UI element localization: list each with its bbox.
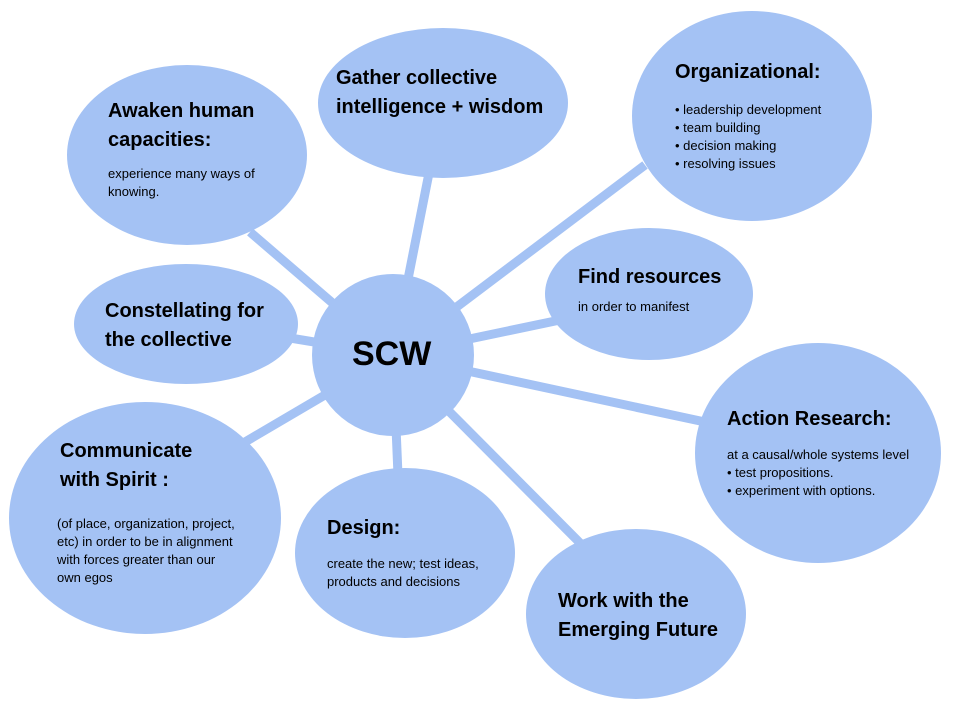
node-design-desc-line: products and decisions — [327, 574, 460, 589]
node-organizational-desc-line: • leadership development — [675, 102, 822, 117]
node-communicate-desc-line: etc) in order to be in alignment — [57, 534, 233, 549]
node-awaken-desc: experience many ways of knowing. — [108, 165, 255, 201]
node-communicate-title-line: with Spirit : — [60, 469, 169, 491]
node-constellating-title-line: Constellating for — [105, 300, 264, 322]
bubble-center — [312, 274, 474, 436]
node-find-resources-desc: in order to manifest — [578, 298, 721, 316]
node-emerging-future-title-line: Work with the — [558, 590, 689, 612]
node-action-research-desc-line: • experiment with options. — [727, 483, 876, 498]
node-awaken-desc-line: experience many ways of — [108, 166, 255, 181]
bubble-awaken — [67, 65, 307, 245]
node-communicate-title-line: Communicate — [60, 440, 193, 462]
node-find-resources-title-line: Find resources — [578, 266, 722, 288]
node-action-research-title: Action Research: — [727, 405, 909, 434]
node-gather-title: Gather collective intelligence + wisdom — [336, 64, 543, 122]
node-action-research-desc-line: • test propositions. — [727, 465, 834, 480]
node-constellating-title: Constellating for the collective — [105, 297, 264, 355]
node-awaken-title-line: capacities: — [108, 129, 212, 151]
bubble-organizational — [632, 11, 872, 221]
node-awaken: Awaken human capacities: experience many… — [108, 97, 255, 201]
bubble-action-research — [695, 343, 941, 563]
node-gather: Gather collective intelligence + wisdom — [336, 64, 543, 122]
node-action-research-desc-line: at a causal/whole systems level — [727, 447, 910, 462]
bubble-emerging-future — [526, 529, 746, 699]
node-constellating-title-line: the collective — [105, 329, 232, 351]
node-action-research-desc: at a causal/whole systems level • test p… — [727, 446, 909, 500]
node-organizational-desc-line: • resolving issues — [675, 156, 776, 171]
node-awaken-desc-line: knowing. — [108, 184, 160, 199]
bubble-communicate — [9, 402, 281, 634]
node-gather-title-line: intelligence + wisdom — [336, 96, 544, 118]
center-label: SCW — [352, 335, 432, 373]
node-organizational-desc-line: • decision making — [675, 138, 777, 153]
node-design-desc-line: create the new; test ideas, — [327, 556, 479, 571]
node-communicate: Communicate with Spirit : — [60, 437, 192, 495]
node-communicate-desc-block: (of place, organization, project, etc) i… — [57, 515, 235, 587]
node-action-research: Action Research: at a causal/whole syste… — [727, 405, 909, 500]
node-constellating: Constellating for the collective — [105, 297, 264, 355]
node-find-resources-desc-line: in order to manifest — [578, 299, 690, 314]
node-communicate-desc-line: with forces greater than our — [57, 552, 216, 567]
bubble-find-resources — [545, 228, 753, 360]
node-organizational-desc-line: • team building — [675, 120, 761, 135]
node-awaken-title-line: Awaken human — [108, 100, 255, 122]
node-communicate-desc-line: own egos — [57, 570, 113, 585]
node-organizational-desc: • leadership development • team building… — [675, 101, 821, 173]
node-emerging-future-title: Work with the Emerging Future — [558, 587, 718, 645]
node-design-title: Design: — [327, 514, 479, 543]
node-gather-title-line: Gather collective — [336, 67, 498, 89]
node-design-desc: create the new; test ideas, products and… — [327, 555, 479, 591]
node-emerging-future: Work with the Emerging Future — [558, 587, 718, 645]
node-communicate-desc-line: (of place, organization, project, — [57, 516, 235, 531]
node-organizational-title-line: Organizational: — [675, 61, 821, 83]
node-communicate-title: Communicate with Spirit : — [60, 437, 192, 495]
node-organizational: Organizational: • leadership development… — [675, 58, 821, 173]
node-organizational-title: Organizational: — [675, 58, 821, 87]
node-design: Design: create the new; test ideas, prod… — [327, 514, 479, 591]
bubble-design — [295, 468, 515, 638]
node-awaken-title: Awaken human capacities: — [108, 97, 255, 155]
bubble-constellating — [74, 264, 298, 384]
node-communicate-desc: (of place, organization, project, etc) i… — [57, 515, 235, 587]
node-design-title-line: Design: — [327, 517, 401, 539]
node-emerging-future-title-line: Emerging Future — [558, 619, 719, 641]
bubble-gather — [318, 28, 568, 178]
node-action-research-title-line: Action Research: — [727, 408, 892, 430]
node-find-resources-title: Find resources — [578, 263, 721, 292]
node-find-resources: Find resources in order to manifest — [578, 263, 721, 316]
